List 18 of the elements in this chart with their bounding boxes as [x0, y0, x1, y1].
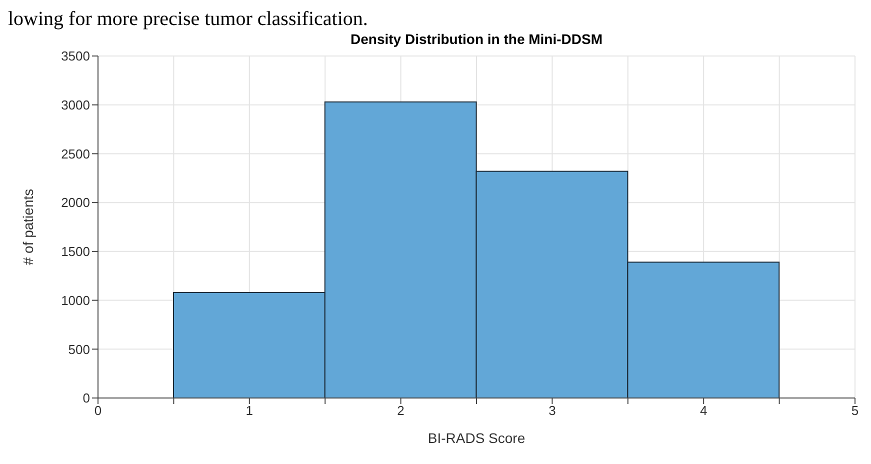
x-axis-title: BI-RADS Score — [428, 430, 526, 446]
y-tick-label: 3500 — [61, 48, 90, 64]
y-tick-label: 1000 — [61, 292, 90, 308]
chart-title: Density Distribution in the Mini-DDSM — [350, 30, 604, 48]
x-tick-label: 4 — [700, 403, 708, 418]
y-tick-label: 0 — [82, 390, 90, 406]
x-tick-label: 3 — [548, 403, 556, 418]
y-tick-label: 500 — [68, 342, 90, 357]
x-tick-label: 0 — [94, 403, 102, 418]
x-tick-label: 1 — [246, 403, 254, 418]
y-tick-label: 2000 — [61, 195, 90, 210]
y-tick-label: 1500 — [61, 244, 90, 260]
x-tick-label: 5 — [851, 403, 859, 418]
x-tick-label: 2 — [397, 403, 404, 418]
y-tick-label: 2500 — [61, 146, 90, 162]
y-tick-label: 3000 — [61, 97, 90, 112]
text: lowing for more precise tumor classification. — [8, 8, 369, 30]
y-axis-title: # of patients — [20, 188, 36, 266]
